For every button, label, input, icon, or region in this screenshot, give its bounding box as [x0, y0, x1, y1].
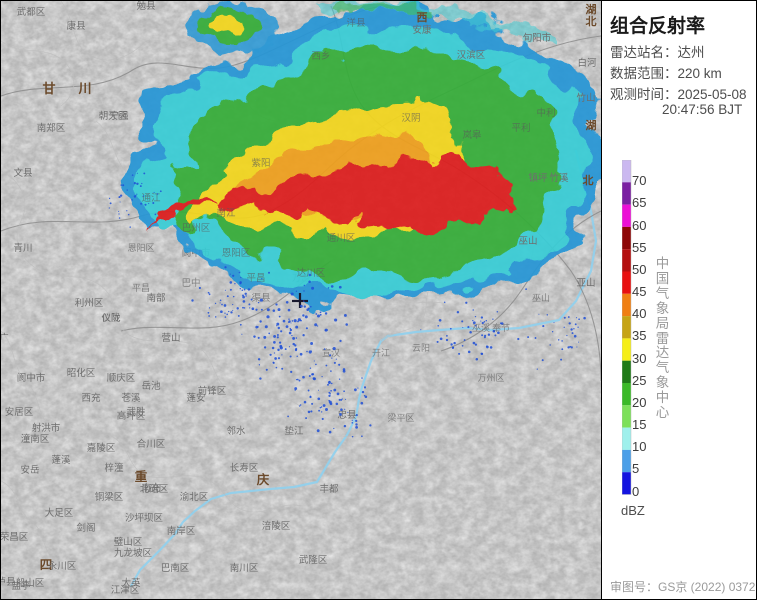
svg-text:梁平区: 梁平区 — [387, 412, 414, 423]
svg-text:九龙坡区: 九龙坡区 — [114, 547, 153, 559]
svg-text:南川区: 南川区 — [230, 562, 259, 574]
svg-text:大足区: 大足区 — [45, 507, 74, 519]
svg-text:南江: 南江 — [216, 207, 236, 219]
svg-text:沙坪坝区: 沙坪坝区 — [125, 512, 164, 524]
svg-text:镇坪: 镇坪 — [528, 172, 548, 184]
svg-text:垫江: 垫江 — [284, 425, 304, 437]
svg-text:武隆区: 武隆区 — [299, 554, 328, 566]
svg-text:恩阳区: 恩阳区 — [222, 248, 251, 259]
svg-text:阆中市: 阆中市 — [17, 372, 46, 384]
svg-text:通江: 通江 — [141, 193, 161, 204]
svg-text:武胜: 武胜 — [126, 406, 146, 418]
svg-text:涪陵区: 涪陵区 — [262, 520, 291, 532]
svg-text:船山区: 船山区 — [16, 577, 45, 589]
svg-text:达川区: 达川区 — [297, 267, 326, 279]
svg-text:紫阳: 紫阳 — [251, 158, 270, 169]
svg-text:洋县: 洋县 — [346, 17, 365, 29]
svg-text:苍溪: 苍溪 — [121, 392, 141, 404]
svg-text:南郑区: 南郑区 — [37, 122, 66, 134]
svg-text:西乡: 西乡 — [311, 51, 330, 62]
svg-text:白河: 白河 — [577, 57, 597, 69]
svg-text:巴中: 巴中 — [181, 277, 200, 289]
svg-text:邻水: 邻水 — [226, 425, 246, 437]
svg-text:仪陇: 仪陇 — [102, 312, 120, 323]
svg-text:南岸区: 南岸区 — [167, 525, 196, 537]
svg-text:昭化区: 昭化区 — [67, 367, 96, 379]
svg-text:营山: 营山 — [161, 332, 180, 344]
svg-text:勉县: 勉县 — [136, 1, 155, 12]
svg-text:泸县: 泸县 — [1, 577, 16, 588]
svg-text:恩阳区: 恩阳区 — [127, 243, 154, 253]
svg-text:璧山区: 璧山区 — [114, 536, 143, 548]
svg-text:安居区: 安居区 — [5, 406, 34, 418]
svg-text:前锋区: 前锋区 — [198, 385, 227, 397]
svg-text:通川区: 通川区 — [327, 233, 356, 244]
svg-text:朝天区: 朝天区 — [99, 111, 128, 122]
svg-text:亚山: 亚山 — [576, 278, 595, 289]
svg-text:蓬溪: 蓬溪 — [51, 454, 71, 466]
svg-text:安岳: 安岳 — [20, 464, 39, 476]
svg-text:西充: 西充 — [81, 392, 101, 404]
svg-text:岳池: 岳池 — [141, 380, 161, 392]
svg-text:巫山: 巫山 — [532, 293, 550, 303]
svg-text:永川区: 永川区 — [48, 560, 77, 572]
svg-text:长寿区: 长寿区 — [230, 462, 259, 474]
svg-text:康县: 康县 — [66, 20, 85, 32]
svg-text:平昌: 平昌 — [132, 283, 150, 293]
svg-text:旬阳市: 旬阳市 — [523, 32, 552, 44]
svg-text:平昌: 平昌 — [246, 273, 265, 284]
svg-text:江津区: 江津区 — [111, 585, 140, 596]
svg-text:梓潼: 梓潼 — [104, 462, 124, 474]
svg-text:顺庆区: 顺庆区 — [107, 372, 136, 384]
svg-text:重: 重 — [135, 469, 148, 484]
svg-text:竹溪: 竹溪 — [549, 172, 569, 184]
svg-text:剑阁: 剑阁 — [76, 522, 95, 534]
svg-text:利州区: 利州区 — [75, 297, 104, 309]
svg-text:嘉陵区: 嘉陵区 — [87, 442, 116, 454]
svg-text:湖: 湖 — [586, 2, 597, 16]
svg-text:巴南区: 巴南区 — [161, 562, 190, 574]
svg-text:川: 川 — [77, 81, 91, 96]
svg-text:北碚区: 北碚区 — [140, 483, 169, 495]
svg-text:湖: 湖 — [586, 118, 597, 132]
svg-text:射洪市: 射洪市 — [32, 422, 61, 434]
svg-text:渝北区: 渝北区 — [180, 491, 209, 503]
svg-text:汉滨区: 汉滨区 — [457, 49, 486, 61]
svg-text:庆: 庆 — [256, 472, 270, 487]
svg-text:安康: 安康 — [412, 24, 432, 36]
svg-text:北: 北 — [586, 14, 597, 28]
svg-text:万州区: 万州区 — [477, 373, 504, 383]
svg-text:青川: 青川 — [13, 242, 32, 254]
svg-text:平利: 平利 — [511, 122, 530, 134]
svg-text:武都区: 武都区 — [17, 6, 46, 18]
svg-text:中利: 中利 — [536, 107, 555, 119]
svg-text:荣昌区: 荣昌区 — [1, 531, 29, 543]
svg-text:合川区: 合川区 — [137, 438, 166, 450]
svg-text:北: 北 — [583, 173, 594, 187]
svg-text:广: 广 — [1, 332, 9, 344]
svg-text:丰都: 丰都 — [319, 483, 339, 495]
svg-text:汉阴: 汉阴 — [401, 113, 420, 124]
svg-text:开江: 开江 — [372, 348, 390, 358]
svg-text:潼南区: 潼南区 — [21, 433, 50, 445]
svg-text:南部: 南部 — [146, 292, 165, 304]
svg-text:西: 西 — [417, 11, 428, 24]
svg-text:渠县: 渠县 — [251, 292, 270, 304]
svg-text:甘: 甘 — [42, 81, 55, 96]
svg-text:铜梁区: 铜梁区 — [95, 491, 124, 503]
svg-text:巴州区: 巴州区 — [182, 223, 211, 234]
svg-text:云阳: 云阳 — [412, 343, 430, 353]
svg-text:岚皋: 岚皋 — [462, 129, 482, 141]
svg-text:竹山: 竹山 — [576, 92, 595, 104]
svg-text:文县: 文县 — [13, 167, 32, 179]
svg-text:巫山: 巫山 — [518, 236, 537, 247]
